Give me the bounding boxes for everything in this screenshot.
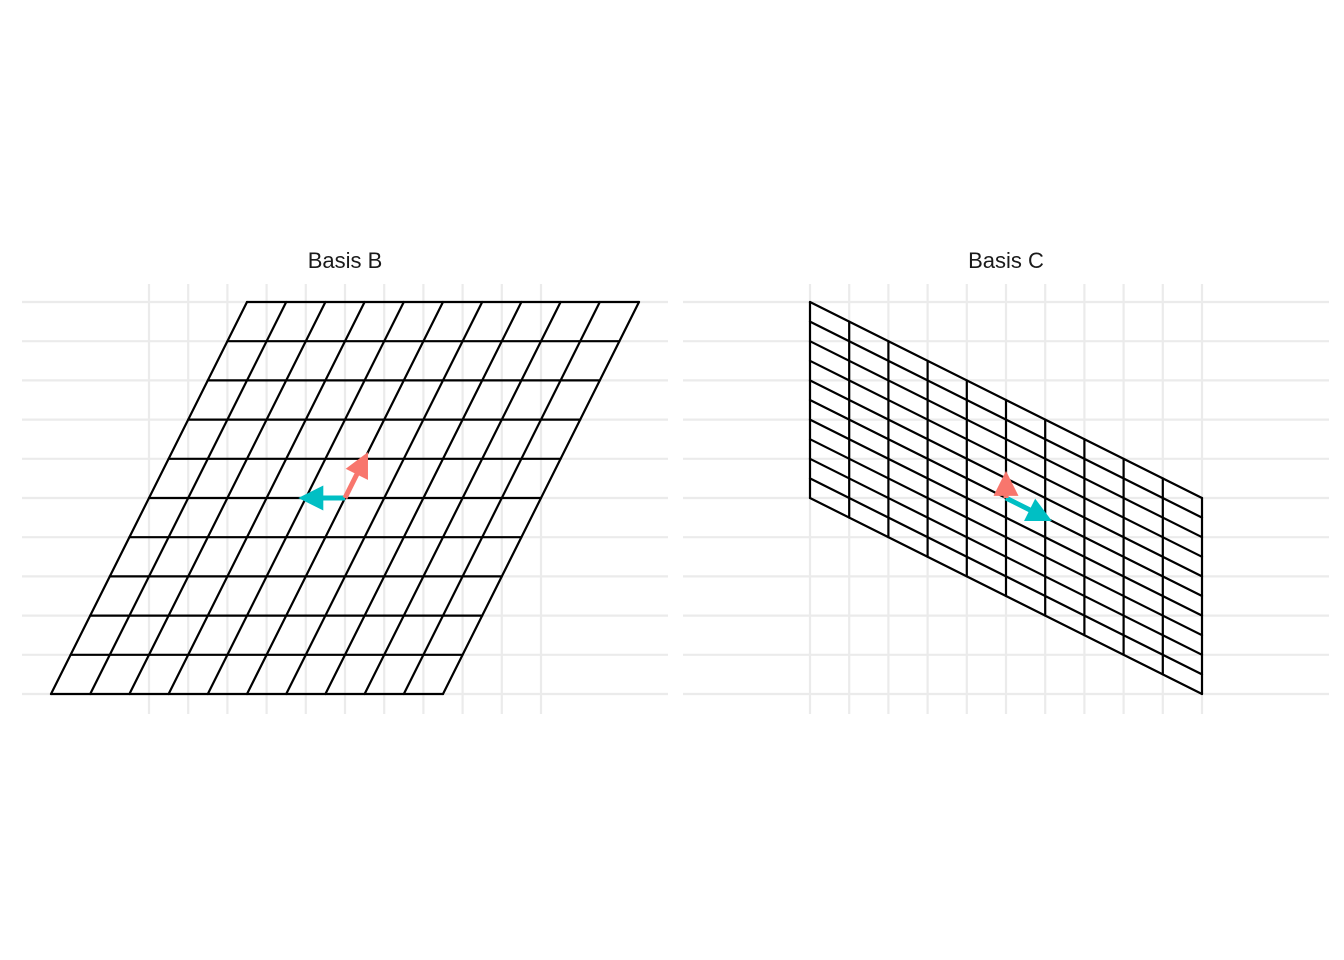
lattice-line [324, 300, 523, 696]
basis-b-vectors [298, 452, 368, 511]
lattice-line [363, 300, 562, 696]
panel-title-basis-c: Basis C [968, 248, 1044, 273]
lattice-line [49, 300, 249, 696]
lattice-line [285, 300, 484, 696]
basis-vector-b2 [342, 452, 368, 500]
lattice-line [128, 300, 327, 696]
lattice-line [167, 300, 366, 696]
basis-c-vectors [993, 470, 1052, 521]
panel-title-basis-b: Basis B [308, 248, 383, 273]
lattice-line [402, 300, 601, 696]
panel-basis-c: Basis C [683, 248, 1329, 714]
basis-vector-c1 [1004, 495, 1052, 521]
lattice-line [441, 300, 641, 696]
basis-b-lattice [49, 300, 641, 696]
panel-basis-b: Basis B [22, 248, 668, 714]
lattice-line [89, 300, 288, 696]
